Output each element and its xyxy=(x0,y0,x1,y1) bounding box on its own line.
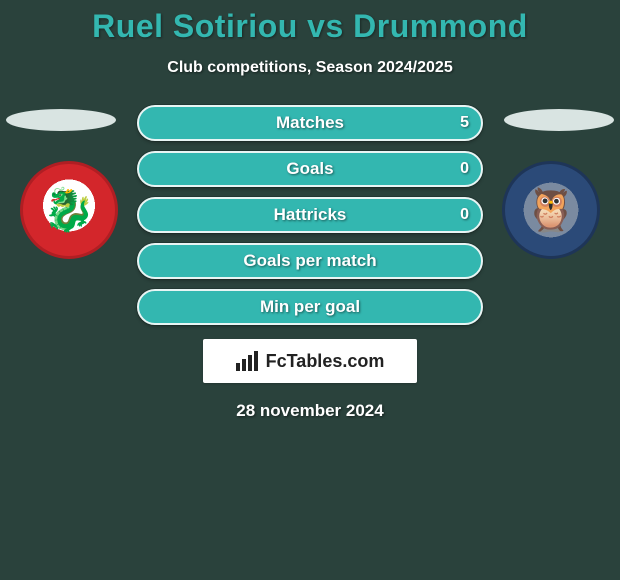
stat-label: Hattricks xyxy=(139,199,481,231)
stat-label: Goals per match xyxy=(139,245,481,277)
club-crest-right: 🦉 xyxy=(502,161,600,259)
stat-bar-matches: Matches 5 xyxy=(137,105,483,141)
bar-chart-icon xyxy=(236,351,260,371)
page-title: Ruel Sotiriou vs Drummond xyxy=(0,0,620,45)
stat-bar-min-per-goal: Min per goal xyxy=(137,289,483,325)
stat-bars: Matches 5 Goals 0 Hattricks 0 Goals per … xyxy=(137,105,483,325)
brand-box: FcTables.com xyxy=(203,339,417,383)
page-subtitle: Club competitions, Season 2024/2025 xyxy=(0,59,620,77)
stat-label: Goals xyxy=(139,153,481,185)
stat-value-right: 0 xyxy=(460,199,469,231)
player-platform-left xyxy=(6,109,116,131)
stat-bar-goals: Goals 0 xyxy=(137,151,483,187)
stat-label: Matches xyxy=(139,107,481,139)
stat-bar-goals-per-match: Goals per match xyxy=(137,243,483,279)
stat-value-right: 0 xyxy=(460,153,469,185)
brand-text: FcTables.com xyxy=(266,351,385,372)
stat-value-right: 5 xyxy=(460,107,469,139)
club-crest-left: 🐉 xyxy=(20,161,118,259)
stat-bar-hattricks: Hattricks 0 xyxy=(137,197,483,233)
club-emblem-right-icon: 🦉 xyxy=(525,189,577,231)
club-emblem-left-icon: 🐉 xyxy=(43,189,95,231)
comparison-area: 🐉 🦉 Matches 5 Goals 0 Hattricks 0 Goals … xyxy=(0,105,620,421)
player-platform-right xyxy=(504,109,614,131)
stat-label: Min per goal xyxy=(139,291,481,323)
date-line: 28 november 2024 xyxy=(0,401,620,421)
